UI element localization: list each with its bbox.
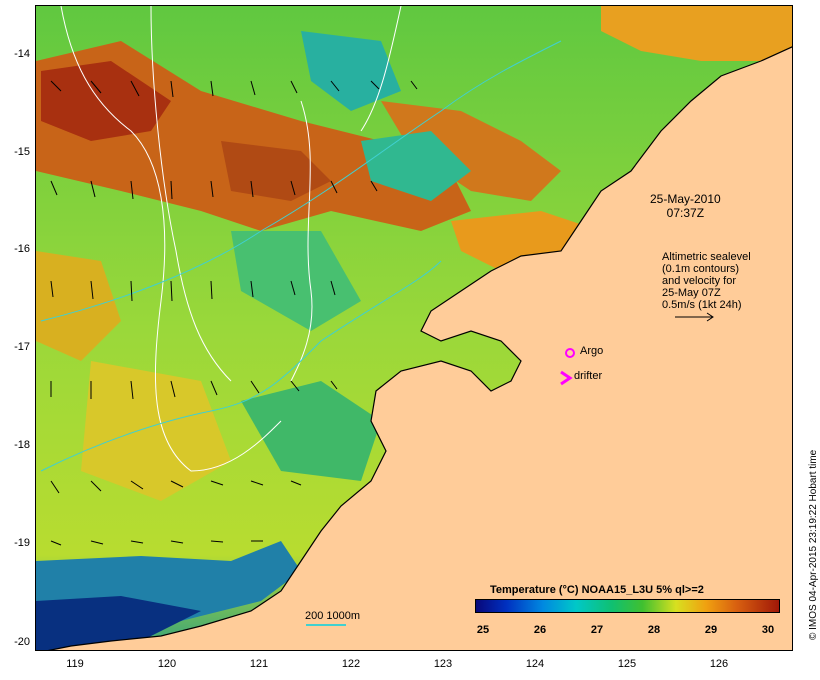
x-tick-label: 120 bbox=[157, 658, 177, 670]
x-tick-label: 125 bbox=[617, 658, 637, 670]
sst-map[interactable] bbox=[35, 5, 793, 651]
sst-map-canvas bbox=[36, 6, 792, 650]
sealevel-contour bbox=[150, 6, 232, 382]
y-tick-label: -19 bbox=[14, 537, 30, 549]
bathymetry-scale-label: 200 1000m bbox=[305, 610, 361, 622]
sealevel-contour bbox=[60, 6, 282, 472]
altimetry-line: 0.5m/s (1kt 24h) bbox=[662, 299, 742, 311]
y-tick-label: -14 bbox=[14, 48, 30, 60]
altimetry-legend: Altimetric sealevel (0.1m contours) and … bbox=[662, 251, 751, 311]
argo-label: Argo bbox=[580, 345, 604, 357]
colorbar-tick: 27 bbox=[590, 624, 604, 636]
colorbar-tick: 29 bbox=[704, 624, 718, 636]
argo-marker bbox=[565, 348, 575, 358]
bathymetry-contour bbox=[40, 40, 562, 322]
coastline bbox=[47, 46, 792, 650]
altimetry-line: (0.1m contours) bbox=[662, 263, 740, 275]
altimetry-line: 25-May 07Z bbox=[662, 287, 721, 299]
warm-water-patch bbox=[381, 101, 561, 201]
x-tick-label: 121 bbox=[249, 658, 269, 670]
cool-water-patch bbox=[231, 231, 361, 331]
cold-coastal-band bbox=[36, 596, 201, 650]
warm-water-patch bbox=[36, 251, 121, 361]
warm-water-patch bbox=[41, 61, 171, 141]
colorbar-tick: 28 bbox=[647, 624, 661, 636]
warm-water-patch bbox=[601, 6, 792, 61]
x-tick-label: 119 bbox=[66, 658, 84, 670]
colorbar-tick: 25 bbox=[476, 624, 490, 636]
y-tick-label: -20 bbox=[14, 636, 30, 648]
bathymetry-contour bbox=[40, 260, 442, 472]
warm-water-patch bbox=[221, 141, 331, 201]
time-text: 07:37Z bbox=[666, 206, 705, 220]
y-tick-label: -17 bbox=[14, 341, 30, 353]
drifter-label: drifter bbox=[574, 370, 603, 382]
drifter-marker bbox=[560, 370, 573, 386]
x-tick-label: 126 bbox=[709, 658, 729, 670]
warm-water-patch bbox=[81, 361, 231, 501]
colorbar-tick: 30 bbox=[761, 624, 775, 636]
y-tick-label: -15 bbox=[14, 146, 30, 158]
altimetry-line: Altimetric sealevel bbox=[662, 251, 751, 263]
x-tick-label: 123 bbox=[433, 658, 453, 670]
velocity-vectors bbox=[50, 80, 418, 546]
credit-text: © IMOS 04-Apr-2015 23:19:22 Hobart time bbox=[808, 449, 819, 640]
x-tick-label: 122 bbox=[341, 658, 361, 670]
x-tick-label: 124 bbox=[525, 658, 545, 670]
cool-water-patch bbox=[301, 31, 401, 111]
y-tick-label: -16 bbox=[14, 243, 30, 255]
cool-water-patch bbox=[241, 381, 381, 481]
date-text: 25-May-2010 bbox=[650, 192, 721, 206]
colorbar-tick: 26 bbox=[533, 624, 547, 636]
colorbar-title: Temperature (°C) NOAA15_L3U 5% ql>=2 bbox=[490, 584, 704, 596]
sealevel-contour bbox=[290, 100, 313, 382]
sealevel-contour bbox=[360, 6, 402, 132]
altimetry-line: and velocity for bbox=[662, 275, 736, 287]
timestamp-label: 25-May-2010 07:37Z bbox=[650, 192, 721, 220]
colorbar bbox=[475, 599, 780, 613]
land-mass bbox=[51, 46, 792, 650]
y-tick-label: -18 bbox=[14, 439, 30, 451]
cool-water-patch bbox=[361, 131, 471, 201]
